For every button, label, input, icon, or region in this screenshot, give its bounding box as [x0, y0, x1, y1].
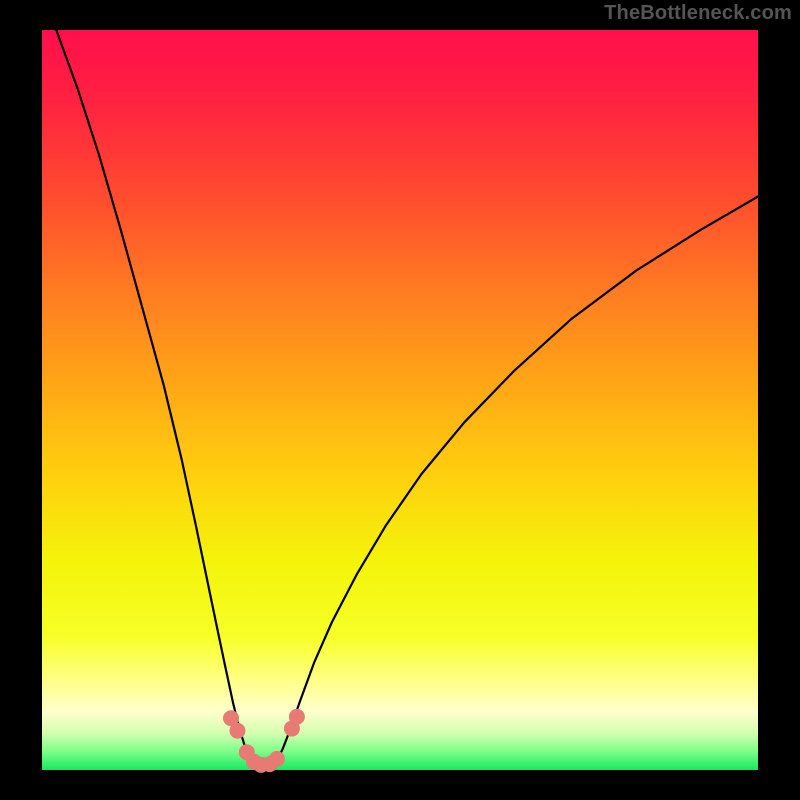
- marker-dot: [269, 751, 284, 766]
- watermark-text: TheBottleneck.com: [604, 2, 792, 25]
- marker-dot: [230, 723, 245, 738]
- chart-stage: TheBottleneck.com: [0, 0, 800, 800]
- chart-svg: [0, 0, 800, 800]
- marker-dot: [289, 709, 304, 724]
- plot-background: [42, 30, 758, 770]
